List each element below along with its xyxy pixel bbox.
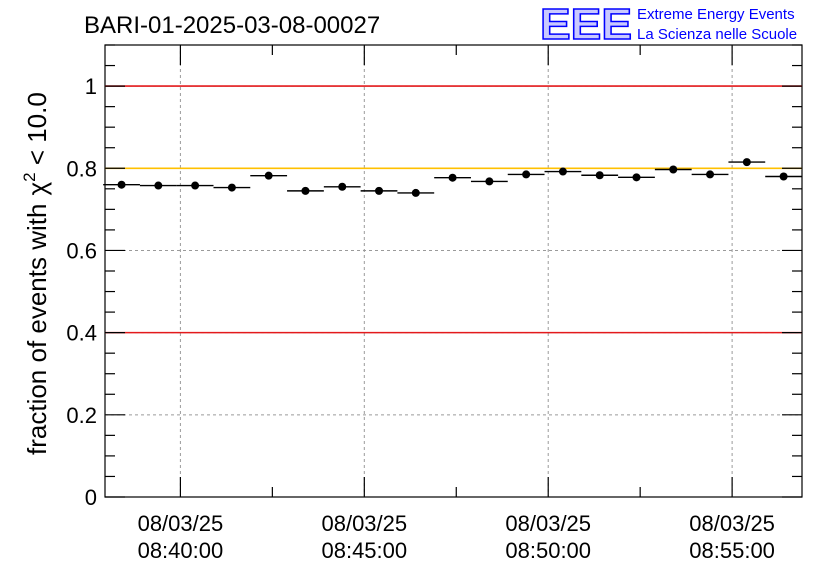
x-tick-label-date: 08/03/25 bbox=[321, 511, 407, 536]
x-tick-label-date: 08/03/25 bbox=[689, 511, 775, 536]
data-point bbox=[669, 165, 678, 174]
data-point bbox=[154, 181, 163, 190]
plot-frame bbox=[104, 44, 803, 498]
data-point bbox=[191, 181, 200, 190]
data-point bbox=[742, 158, 751, 167]
data-point bbox=[264, 171, 273, 180]
reference-lines bbox=[105, 85, 802, 334]
data-point bbox=[411, 188, 420, 197]
y-axis-label-power: 2 bbox=[20, 172, 39, 181]
x-tick-label-time: 08:55:00 bbox=[689, 538, 775, 563]
data-point bbox=[117, 180, 126, 189]
x-tick-label-time: 08:45:00 bbox=[321, 538, 407, 563]
x-tick-label-date: 08/03/25 bbox=[138, 511, 224, 536]
y-tick-label: 0.2 bbox=[66, 403, 97, 428]
ticks bbox=[105, 44, 802, 498]
data-point bbox=[632, 173, 641, 182]
data-point bbox=[595, 171, 604, 180]
grid-layer bbox=[105, 45, 802, 497]
x-tick-label-time: 08:40:00 bbox=[138, 538, 224, 563]
x-tick-label-date: 08/03/25 bbox=[505, 511, 591, 536]
x-tick-label-time: 08:50:00 bbox=[505, 538, 591, 563]
data-point bbox=[558, 167, 567, 176]
y-tick-label: 0.8 bbox=[66, 156, 97, 181]
data-point bbox=[779, 172, 788, 181]
y-axis-label-tail: < 10.0 bbox=[22, 92, 52, 172]
y-tick-label: 0.6 bbox=[66, 238, 97, 263]
eee-logo: EEE Extreme Energy Events La Scienza nel… bbox=[539, 0, 797, 50]
data-point bbox=[706, 170, 715, 179]
y-tick-label: 0 bbox=[85, 485, 97, 510]
logo-line2: La Scienza nelle Scuole bbox=[637, 26, 797, 43]
y-tick-label: 0.4 bbox=[66, 321, 97, 346]
data-point bbox=[485, 177, 494, 186]
y-tick-label: 1 bbox=[85, 74, 97, 99]
data-point bbox=[375, 186, 384, 195]
y-axis-label-chi: χ bbox=[22, 182, 52, 196]
data-points bbox=[103, 158, 802, 197]
chart-title: BARI-01-2025-03-08-00027 bbox=[84, 12, 380, 39]
y-axis-label-text: fraction of events with bbox=[22, 204, 52, 455]
tick-labels: 00.20.40.60.8108/03/2508:40:0008/03/2508… bbox=[66, 74, 775, 563]
logo-mark: EEE bbox=[540, 0, 632, 49]
logo-line1: Extreme Energy Events bbox=[637, 6, 795, 23]
data-point bbox=[338, 182, 347, 191]
y-axis-label: fraction of events with χ2 < 10.0 bbox=[20, 92, 52, 455]
data-point bbox=[448, 173, 457, 182]
data-point bbox=[227, 183, 236, 192]
data-point bbox=[301, 186, 310, 195]
data-point bbox=[522, 170, 531, 179]
